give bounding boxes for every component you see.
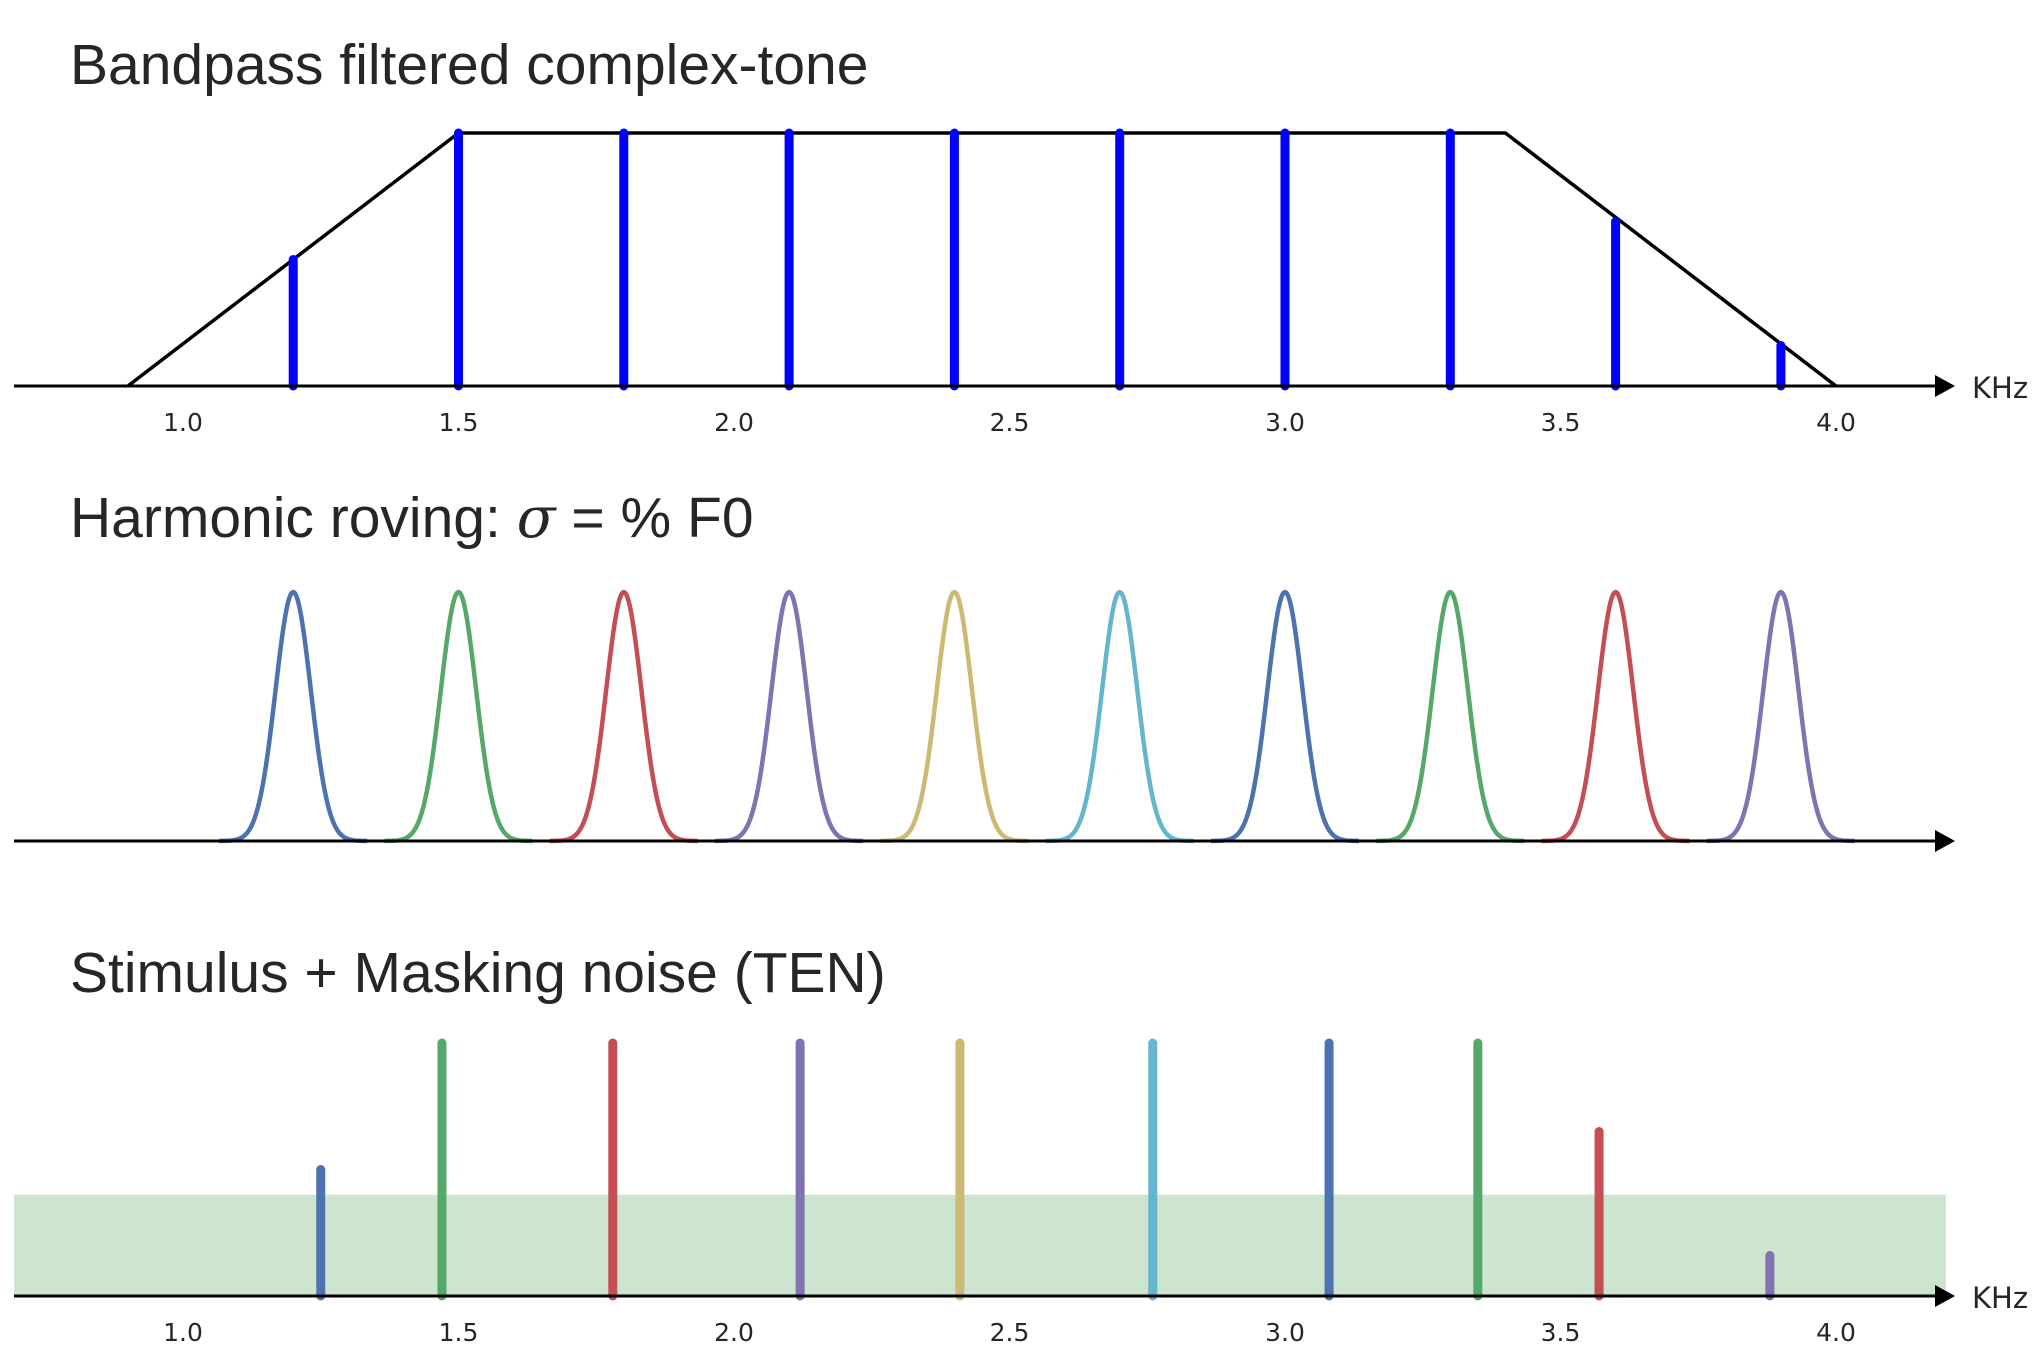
roving-gaussian-curve — [1540, 589, 1691, 844]
panel-1-tick-label: 4.0 — [1816, 408, 1856, 437]
panel-stimulus-masking: Stimulus + Masking noise (TEN) 1.0 1.5 2.0… — [14, 941, 2028, 1347]
sigma-symbol: σ — [517, 485, 558, 551]
panel-bandpass: Bandpass filtered complex-tone 1.0 1.5 2.0… — [14, 33, 2028, 437]
panel-3-tick-label: 3.0 — [1265, 1318, 1305, 1347]
roving-gaussian-curve — [1375, 589, 1526, 844]
panel-2-x-axis-arrow — [1935, 830, 1955, 852]
panel-3-tick-label: 2.5 — [990, 1318, 1030, 1347]
panel-3-tick-label: 4.0 — [1816, 1318, 1856, 1347]
panel-3-noise — [14, 1194, 1946, 1296]
panel-1-tick-label: 1.5 — [439, 408, 479, 437]
panel-3-title: Stimulus + Masking noise (TEN) — [70, 941, 886, 1005]
panel-harmonic-roving: Harmonic roving: σ = % F0 — [14, 485, 1955, 852]
panel-2-axis — [14, 830, 1955, 852]
panel-3-marks — [316, 1038, 1775, 1301]
panel-1-tick-label: 1.0 — [163, 408, 203, 437]
panel-2-title: Harmonic roving: σ = % F0 — [70, 485, 754, 551]
panel-1-axis: 1.0 1.5 2.0 2.5 3.0 3.5 4.0 KHz — [14, 371, 2028, 437]
panel-3-tick-label: 1.5 — [439, 1318, 479, 1347]
roving-gaussian-curve — [714, 589, 865, 844]
panel-1-marks — [126, 128, 1838, 391]
panel-1-tick-label: 2.5 — [990, 408, 1030, 437]
filter-envelope-line — [126, 131, 1838, 388]
roving-gaussian-curve — [1705, 589, 1856, 844]
panel-3-axis: 1.0 1.5 2.0 2.5 3.0 3.5 4.0 KHz — [14, 1281, 2028, 1347]
panel-1-tick-label: 3.5 — [1541, 408, 1581, 437]
panel-3-tick-label: 1.0 — [163, 1318, 203, 1347]
roving-gaussian-curve — [383, 589, 534, 844]
masking-noise-band — [14, 1194, 1946, 1296]
panel-3-tick-label: 3.5 — [1541, 1318, 1581, 1347]
panel-3-x-axis-arrow — [1935, 1285, 1955, 1307]
panel-3-tick-label: 2.0 — [714, 1318, 754, 1347]
panel-2-title-before: Harmonic roving: — [70, 486, 517, 550]
panel-1-unit-label: KHz — [1972, 371, 2028, 405]
panel-1-tick-label: 2.0 — [714, 408, 754, 437]
panel-2-title-after: = % F0 — [556, 486, 754, 550]
roving-gaussian-curve — [1209, 589, 1361, 844]
panel-2-marks — [218, 589, 1856, 844]
panel-1-tick-label: 3.0 — [1265, 408, 1305, 437]
panel-3-unit-label: KHz — [1972, 1281, 2028, 1315]
roving-gaussian-curve — [879, 589, 1030, 844]
panel-1-title: Bandpass filtered complex-tone — [70, 33, 868, 97]
roving-gaussian-curve — [1044, 589, 1195, 844]
roving-gaussian-curve — [548, 589, 699, 844]
panel-1-x-axis-arrow — [1935, 375, 1955, 397]
roving-gaussian-curve — [218, 589, 369, 844]
